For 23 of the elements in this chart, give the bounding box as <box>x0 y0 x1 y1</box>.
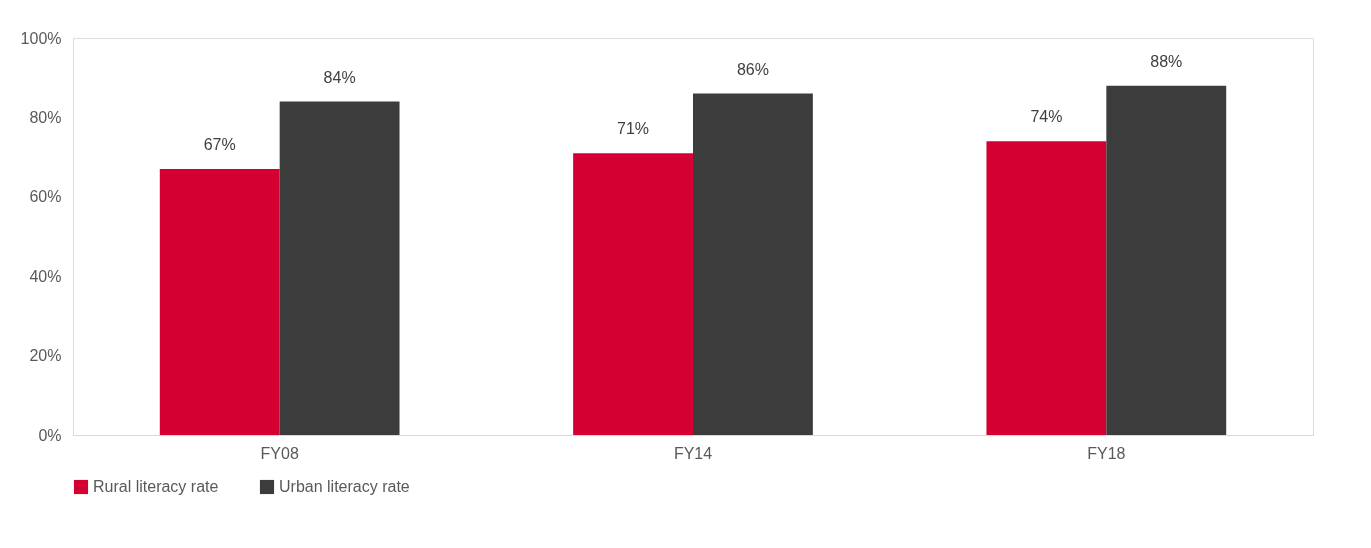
y-tick-label: 100% <box>20 29 62 47</box>
data-label: 86% <box>736 60 769 78</box>
y-tick-label: 80% <box>29 108 62 126</box>
x-tick-label: FY08 <box>260 444 299 462</box>
data-label: 88% <box>1150 52 1183 70</box>
y-tick-label: 0% <box>38 426 62 444</box>
bar <box>693 93 813 435</box>
x-tick-label: FY18 <box>1087 444 1126 462</box>
bar <box>279 101 400 435</box>
y-tick-label: 20% <box>29 347 62 365</box>
data-label: 74% <box>1030 108 1063 126</box>
y-tick-label: 40% <box>29 267 62 285</box>
y-tick-label: 60% <box>29 188 62 206</box>
data-label: 84% <box>323 68 356 86</box>
bar <box>573 153 693 435</box>
bar <box>986 141 1107 435</box>
bar <box>159 169 280 435</box>
legend-label: Rural literacy rate <box>93 478 219 495</box>
data-label: 71% <box>617 120 650 138</box>
data-label: 67% <box>203 136 236 154</box>
bar <box>1106 85 1227 435</box>
legend-label: Urban literacy rate <box>279 478 410 495</box>
x-tick-label: FY14 <box>673 444 713 462</box>
